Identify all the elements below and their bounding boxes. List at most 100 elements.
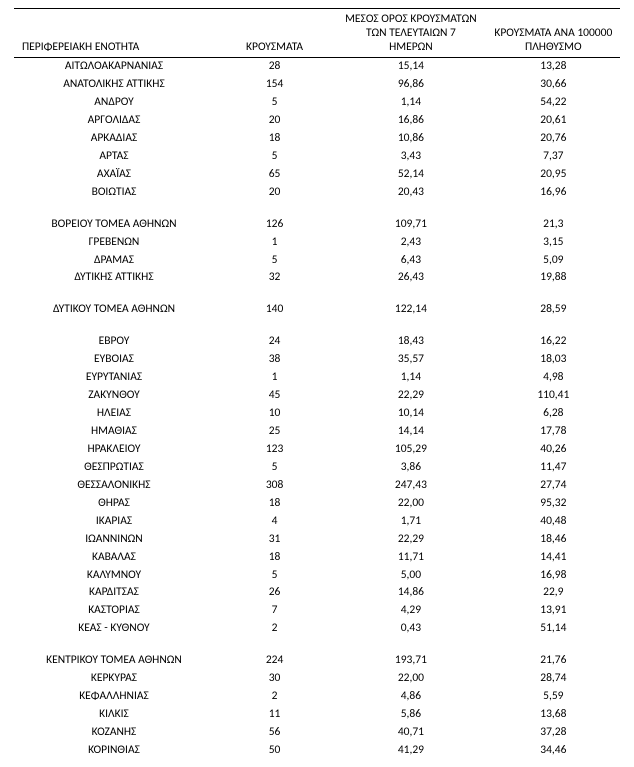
cell-avg7: 11,71 (335, 548, 487, 566)
cell-cases: 31 (214, 530, 335, 548)
table-row: ΑΡΚΑΔΙΑΣ1810,8620,76 (14, 129, 620, 147)
cell-region: ΚΑΡΔΙΤΣΑΣ (14, 584, 214, 602)
cell-cases: 5 (214, 458, 335, 476)
cell-avg7: 22,00 (335, 494, 487, 512)
cell-per100k: 16,98 (487, 566, 620, 584)
cell-per100k: 13,28 (487, 57, 620, 75)
cell-cases: 126 (214, 215, 335, 233)
table-row: ΚΕΝΤΡΙΚΟΥ ΤΟΜΕΑ ΑΘΗΝΩΝ224193,7121,76 (14, 652, 620, 670)
cell-cases: 20 (214, 111, 335, 129)
table-row: ΚΑΒΑΛΑΣ1811,7114,41 (14, 548, 620, 566)
col-header-per100k: ΚΡΟΥΣΜΑΤΑ ΑΝΑ 100000 ΠΛΗΘΥΣΜΟ (487, 10, 620, 58)
table-row: ΚΕΦΑΛΛΗΝΙΑΣ24,865,59 (14, 688, 620, 706)
cell-per100k: 7,37 (487, 147, 620, 165)
cell-cases: 18 (214, 129, 335, 147)
cell-region: ΗΜΑΘΙΑΣ (14, 423, 214, 441)
cell-region: ΒΟΡΕΙΟΥ ΤΟΜΕΑ ΑΘΗΝΩΝ (14, 215, 214, 233)
cell-avg7: 105,29 (335, 440, 487, 458)
cell-cases: 2 (214, 688, 335, 706)
cell-cases: 32 (214, 269, 335, 287)
cell-avg7: 40,71 (335, 724, 487, 742)
cell-per100k: 17,78 (487, 423, 620, 441)
group-gap (14, 319, 620, 333)
cell-region: ΑΙΤΩΛΟΑΚΑΡΝΑΝΙΑΣ (14, 57, 214, 75)
cell-avg7: 22,29 (335, 530, 487, 548)
cell-cases: 10 (214, 405, 335, 423)
cell-cases: 5 (214, 94, 335, 112)
table-row: ΙΩΑΝΝΙΝΩΝ3122,2918,46 (14, 530, 620, 548)
cell-region: ΑΝΑΤΟΛΙΚΗΣ ΑΤΤΙΚΗΣ (14, 76, 214, 94)
table-row: ΒΟΡΕΙΟΥ ΤΟΜΕΑ ΑΘΗΝΩΝ126109,7121,3 (14, 215, 620, 233)
cell-avg7: 2,43 (335, 233, 487, 251)
cell-cases: 20 (214, 183, 335, 201)
cell-cases: 18 (214, 548, 335, 566)
cell-per100k: 40,26 (487, 440, 620, 458)
cell-region: ΚΟΡΙΝΘΙΑΣ (14, 741, 214, 759)
cell-region: ΓΡΕΒΕΝΩΝ (14, 233, 214, 251)
cell-per100k: 19,88 (487, 269, 620, 287)
cell-region: ΔΥΤΙΚΗΣ ΑΤΤΙΚΗΣ (14, 269, 214, 287)
table-row: ΚΟΡΙΝΘΙΑΣ5041,2934,46 (14, 741, 620, 759)
cell-region: ΚΕΑΣ - ΚΥΘΝΟΥ (14, 620, 214, 638)
cell-region: ΕΥΒΟΙΑΣ (14, 351, 214, 369)
cell-per100k: 30,66 (487, 76, 620, 94)
cell-avg7: 4,29 (335, 602, 487, 620)
cell-cases: 308 (214, 476, 335, 494)
cell-avg7: 22,00 (335, 670, 487, 688)
cell-avg7: 1,71 (335, 512, 487, 530)
cell-avg7: 1,14 (335, 369, 487, 387)
cell-per100k: 18,46 (487, 530, 620, 548)
cell-avg7: 26,43 (335, 269, 487, 287)
cell-cases: 224 (214, 652, 335, 670)
cell-region: ΑΡΤΑΣ (14, 147, 214, 165)
cell-avg7: 10,14 (335, 405, 487, 423)
cell-avg7: 3,86 (335, 458, 487, 476)
cell-region: ΑΝΔΡΟΥ (14, 94, 214, 112)
table-body: ΑΙΤΩΛΟΑΚΑΡΝΑΝΙΑΣ2815,1413,28ΑΝΑΤΟΛΙΚΗΣ Α… (14, 57, 620, 759)
group-gap (14, 287, 620, 301)
cell-cases: 7 (214, 602, 335, 620)
table-row: ΑΝΔΡΟΥ51,1454,22 (14, 94, 620, 112)
cell-avg7: 20,43 (335, 183, 487, 201)
cell-per100k: 21,76 (487, 652, 620, 670)
cell-region: ΑΡΓΟΛΙΔΑΣ (14, 111, 214, 129)
cell-region: ΚΕΦΑΛΛΗΝΙΑΣ (14, 688, 214, 706)
table-row: ΕΒΡΟΥ2418,4316,22 (14, 333, 620, 351)
table-row: ΔΥΤΙΚΟΥ ΤΟΜΕΑ ΑΘΗΝΩΝ140122,1428,59 (14, 301, 620, 319)
table-row: ΔΥΤΙΚΗΣ ΑΤΤΙΚΗΣ3226,4319,88 (14, 269, 620, 287)
cell-per100k: 95,32 (487, 494, 620, 512)
cell-per100k: 16,22 (487, 333, 620, 351)
table-row: ΕΥΡΥΤΑΝΙΑΣ11,144,98 (14, 369, 620, 387)
cell-per100k: 21,3 (487, 215, 620, 233)
table-row: ΑΙΤΩΛΟΑΚΑΡΝΑΝΙΑΣ2815,1413,28 (14, 57, 620, 75)
cell-avg7: 1,14 (335, 94, 487, 112)
cell-cases: 65 (214, 165, 335, 183)
covid-cases-table: ΠΕΡΙΦΕΡΕΙΑΚΗ ΕΝΟΤΗΤΑ ΚΡΟΥΣΜΑΤΑ ΜΕΣΟΣ ΟΡΟ… (14, 8, 620, 759)
cell-cases: 154 (214, 76, 335, 94)
cell-cases: 30 (214, 670, 335, 688)
cell-avg7: 14,86 (335, 584, 487, 602)
cell-per100k: 22,9 (487, 584, 620, 602)
cell-avg7: 247,43 (335, 476, 487, 494)
cell-cases: 1 (214, 233, 335, 251)
cell-per100k: 37,28 (487, 724, 620, 742)
col-header-avg7: ΜΕΣΟΣ ΟΡΟΣ ΚΡΟΥΣΜΑΤΩΝ ΤΩΝ ΤΕΛΕΥΤΑΙΩΝ 7 Η… (335, 10, 487, 58)
cell-per100k: 13,91 (487, 602, 620, 620)
cell-per100k: 6,28 (487, 405, 620, 423)
cell-per100k: 16,96 (487, 183, 620, 201)
cell-per100k: 20,76 (487, 129, 620, 147)
cell-per100k: 40,48 (487, 512, 620, 530)
table-row: ΕΥΒΟΙΑΣ3835,5718,03 (14, 351, 620, 369)
table-row: ΑΡΓΟΛΙΔΑΣ2016,8620,61 (14, 111, 620, 129)
cell-per100k: 20,61 (487, 111, 620, 129)
cell-avg7: 22,29 (335, 387, 487, 405)
cell-cases: 56 (214, 724, 335, 742)
cell-cases: 123 (214, 440, 335, 458)
cell-avg7: 35,57 (335, 351, 487, 369)
cell-per100k: 110,41 (487, 387, 620, 405)
cell-cases: 5 (214, 251, 335, 269)
table-row: ΚΑΛΥΜΝΟΥ55,0016,98 (14, 566, 620, 584)
cell-per100k: 54,22 (487, 94, 620, 112)
cell-region: ΘΕΣΠΡΩΤΙΑΣ (14, 458, 214, 476)
cell-per100k: 18,03 (487, 351, 620, 369)
